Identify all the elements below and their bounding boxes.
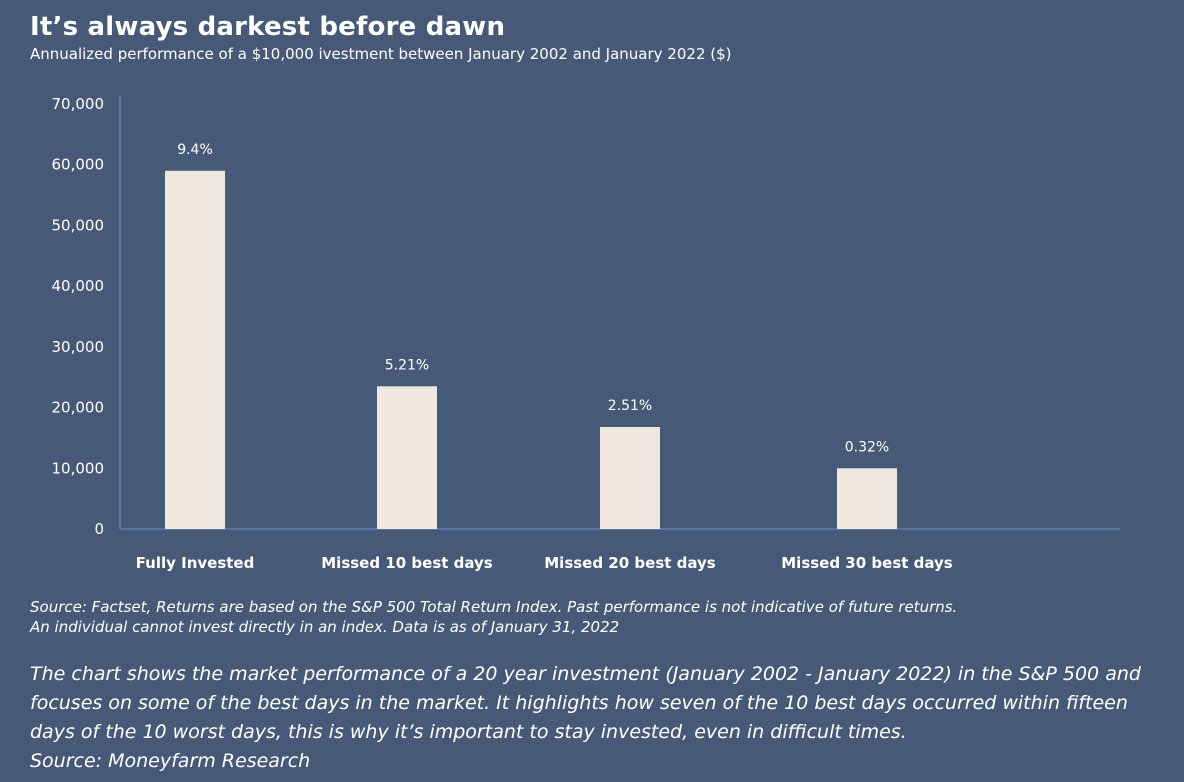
chart-subtitle: Annualized performance of a $10,000 ives…: [30, 45, 732, 63]
x-tick-label: Missed 10 best days: [321, 554, 493, 572]
y-tick-label: 70,000: [52, 95, 105, 113]
bar: [377, 386, 437, 529]
bar-data-label: 0.32%: [845, 439, 889, 455]
source-line-1: Source: Factset, Returns are based on th…: [30, 598, 958, 616]
x-axis-ticks: Fully Invested Missed 10 best days Missed …: [136, 554, 953, 572]
data-labels: 9.4% 5.21% 2.51% 0.32%: [177, 142, 889, 455]
bar-data-label: 9.4%: [177, 142, 213, 158]
bar: [837, 468, 897, 529]
bar: [165, 170, 225, 530]
y-tick-label: 60,000: [52, 156, 105, 174]
source-note: Source: Factset, Returns are based on th…: [30, 597, 1160, 637]
source-line-2: An individual cannot invest directly in …: [30, 618, 620, 636]
y-tick-label: 10,000: [52, 459, 105, 477]
chart-caption: The chart shows the market performance o…: [30, 660, 1170, 776]
x-tick-label: Missed 30 best days: [781, 554, 953, 572]
bars: [165, 170, 897, 530]
y-axis-ticks: 0 10,000 20,000 30,000 40,000 50,000 60,000 70,…: [52, 95, 105, 538]
caption-line-1: The chart shows the market performance o…: [30, 663, 1141, 685]
caption-line-4: Source: Moneyfarm Research: [30, 750, 311, 772]
y-tick-label: 0: [94, 520, 104, 538]
bar-chart: 0 10,000 20,000 30,000 40,000 50,000 60,000 70,…: [52, 95, 1120, 572]
y-tick-label: 20,000: [52, 399, 105, 417]
bar: [600, 427, 660, 529]
y-tick-label: 30,000: [52, 338, 105, 356]
bar-data-label: 2.51%: [608, 398, 652, 414]
y-tick-label: 40,000: [52, 277, 105, 295]
y-tick-label: 50,000: [52, 216, 105, 234]
chart-title: It’s always darkest before dawn: [30, 12, 506, 42]
x-tick-label: Missed 20 best days: [544, 554, 716, 572]
caption-line-3: days of the 10 worst days, this is why i…: [30, 721, 907, 743]
x-tick-label: Fully Invested: [136, 554, 255, 572]
caption-line-2: focuses on some of the best days in the …: [30, 692, 1128, 714]
bar-data-label: 5.21%: [385, 357, 429, 373]
